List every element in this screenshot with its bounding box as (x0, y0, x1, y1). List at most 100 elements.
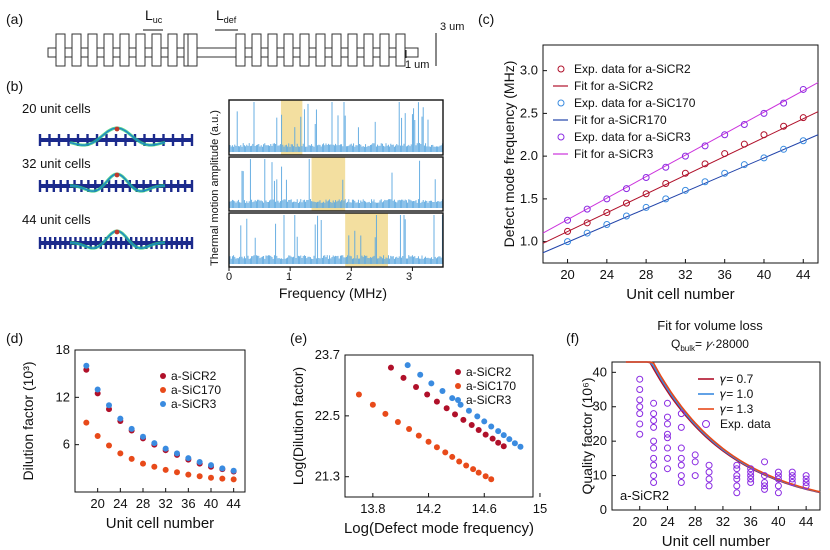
data-point (691, 451, 699, 459)
legend-label: Exp. data for a-SiC170 (574, 96, 696, 110)
data-point (636, 403, 644, 411)
legend-label: Exp. data for a-SiCR3 (574, 130, 691, 144)
data-point (382, 410, 389, 417)
data-point (470, 466, 477, 473)
x-tick-label: 36 (181, 496, 195, 511)
y-tick-label: 21.3 (315, 469, 340, 484)
row-label-20: 20 unit cells (22, 101, 91, 116)
panel-a-label: (a) (6, 11, 23, 27)
y-tick-label: 1.5 (520, 191, 538, 206)
beam-unit-cell (71, 33, 82, 67)
data-point (488, 476, 495, 483)
plot-frame (611, 361, 821, 511)
legend-label: a-SiCR2 (466, 365, 512, 379)
data-point (196, 473, 203, 480)
data-point (747, 478, 755, 486)
data-point (208, 474, 214, 481)
fit-line (542, 111, 819, 244)
data-point (636, 420, 644, 428)
data-point (721, 169, 729, 177)
ldef-label: Ldef (216, 7, 237, 25)
data-point (230, 467, 237, 474)
data-point (140, 460, 146, 467)
y-tick-label: 1.0 (520, 234, 538, 249)
data-point (663, 454, 671, 462)
data-point (400, 374, 407, 381)
data-point (662, 163, 670, 171)
data-point (761, 472, 769, 480)
y-tick-label: 2.0 (520, 148, 538, 163)
data-point (802, 478, 810, 486)
data-point (196, 459, 203, 466)
data-point (642, 174, 650, 182)
data-point (413, 383, 420, 390)
defect-band (280, 100, 303, 155)
data-point (583, 229, 591, 237)
y-axis-label: Log(Dilution factor) (290, 367, 306, 485)
data-point (636, 375, 644, 383)
data-point (406, 426, 413, 433)
data-point (642, 203, 650, 211)
data-point (428, 380, 435, 387)
data-point (475, 427, 482, 434)
y-tick-label: 18 (56, 342, 70, 357)
data-point (788, 472, 796, 480)
x-tick-label: 14.2 (416, 501, 441, 516)
x-tick-label: 40 (771, 514, 785, 529)
data-point (760, 109, 768, 117)
data-point (650, 461, 658, 469)
x-tick-label: 24 (660, 514, 674, 529)
spectra-xtick-0: 0 (226, 271, 232, 283)
data-point (650, 472, 658, 480)
y-axis-label: Quality factor (10⁶) (579, 377, 595, 494)
data-point (140, 433, 146, 440)
data-point (622, 185, 630, 193)
data-point (185, 455, 192, 462)
data-point (760, 131, 768, 139)
data-point (433, 398, 440, 405)
beam-unit-cell (267, 33, 278, 67)
x-tick-label: 36 (717, 267, 731, 282)
data-point (83, 419, 90, 426)
data-point (622, 199, 630, 207)
data-point (162, 445, 169, 452)
fit-curve (625, 361, 821, 493)
data-point (500, 432, 507, 439)
data-point (780, 122, 788, 130)
data-point (650, 399, 658, 407)
spectrum-frame (228, 156, 444, 212)
data-point (457, 401, 464, 408)
subtitle-eq: = (695, 337, 705, 351)
data-point (387, 364, 394, 371)
panel-a: (a) Luc Ldef 3 um 1 um (6, 7, 464, 71)
legend-label: Exp. data (720, 417, 771, 431)
beam-unit-cell (55, 33, 66, 67)
data-point (603, 209, 611, 217)
beam-unit-cell (135, 33, 146, 67)
data-point (174, 450, 180, 457)
panel-f: (f) Fit for volume loss Qbulk= 𝛾·28000 20 24… (566, 318, 821, 550)
data-point (733, 461, 741, 469)
legend-marker (455, 383, 461, 389)
beam-unit-cell (299, 33, 310, 67)
data-point (701, 142, 709, 150)
data-point (603, 195, 611, 203)
spectra-xlabel: Frequency (MHz) (279, 285, 387, 301)
panel-e: (e) 13.8 14.2 14.6 15 21.3 22.5 23.7 Log(Defect … (290, 330, 547, 537)
y-tick-label: 12 (56, 389, 70, 404)
mode-peak (114, 229, 120, 235)
data-point (677, 444, 685, 452)
mode-shapes (38, 126, 194, 250)
data-point (482, 431, 489, 438)
legend-marker (702, 420, 710, 428)
data-point (94, 432, 101, 439)
spectra-xtick-2: 2 (346, 271, 352, 283)
y-axis-label: Defect mode frequency (MHz) (501, 61, 517, 248)
data-point (733, 482, 741, 490)
data-point (721, 150, 729, 158)
x-axis-label: Unit cell number (662, 533, 770, 550)
beam-unit-cell (151, 33, 162, 67)
legend-label: a-SiC170 (466, 379, 516, 393)
x-tick-label: 24 (113, 496, 127, 511)
data-point (662, 179, 670, 187)
